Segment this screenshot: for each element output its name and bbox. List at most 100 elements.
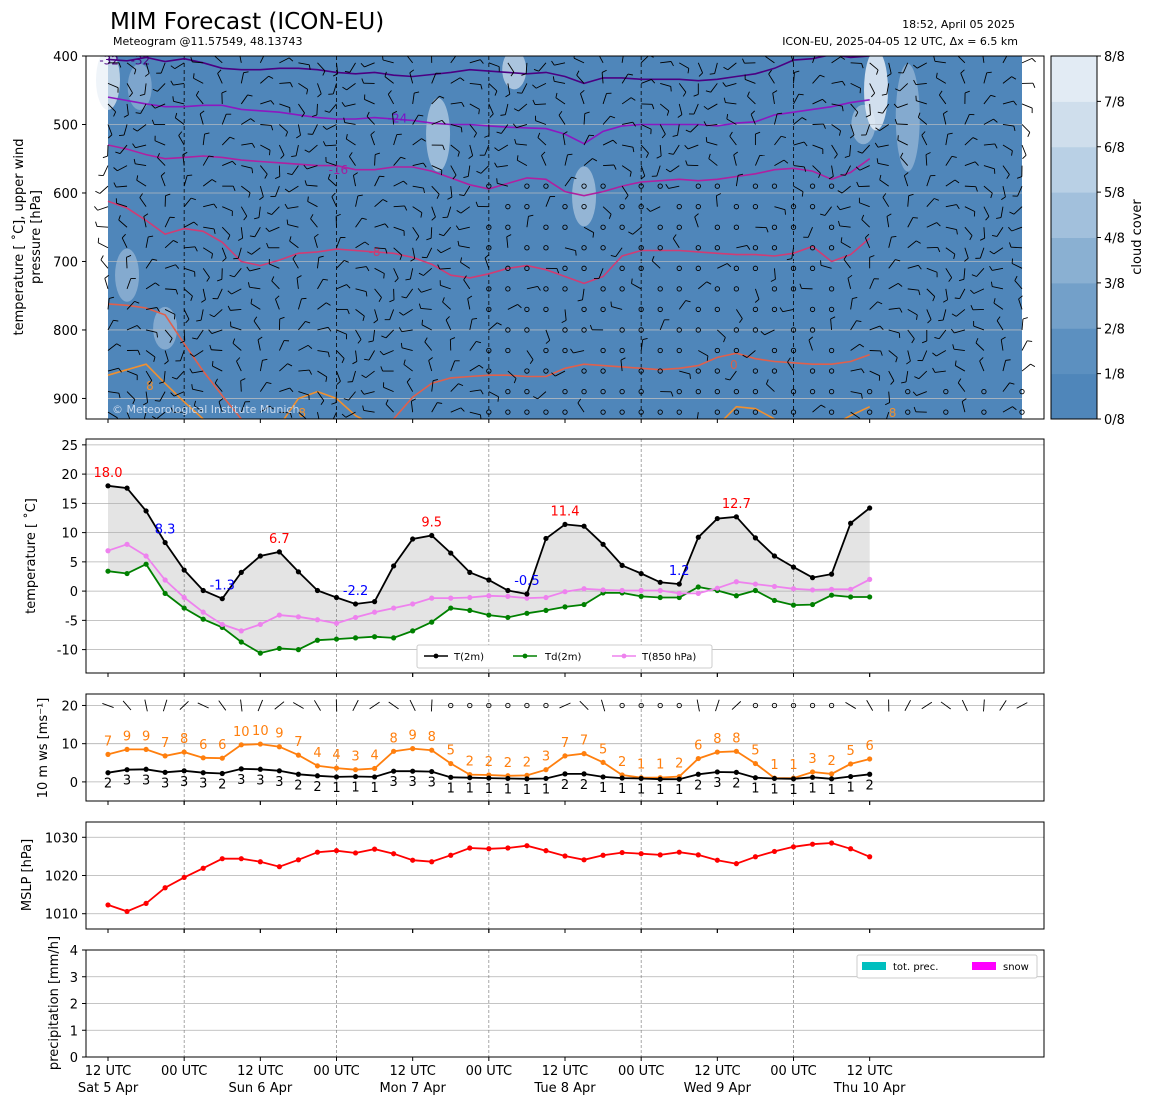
cloud-patch (895, 63, 920, 172)
calm-wind-marker (581, 183, 587, 189)
gust-value-label: 10 (233, 725, 250, 740)
td2m-point (467, 607, 473, 614)
wind-barb (450, 186, 453, 198)
calm-wind-marker (771, 286, 778, 292)
wind-barb (165, 288, 177, 291)
wind-barb (812, 144, 823, 150)
wind-barb (717, 263, 728, 269)
wind-barb-flag (262, 358, 268, 361)
wind-barb-flag (484, 254, 490, 259)
wind-barb (431, 402, 438, 413)
wind-barb-flag (424, 337, 428, 343)
wind-barb (1002, 124, 1014, 127)
t2m-point (105, 483, 111, 489)
wind-barb (622, 144, 634, 148)
wind-barb (679, 62, 690, 69)
t850-point (352, 614, 359, 621)
wind-barb-flag (307, 345, 313, 349)
t850-point (410, 601, 416, 607)
wind-barb-flag (936, 222, 941, 227)
wind-barb-flag (139, 93, 145, 96)
calm-wind-marker (828, 306, 835, 313)
wind-barb-flag (859, 343, 865, 348)
wind-barb-flag (879, 325, 884, 331)
wind-barb (755, 155, 761, 166)
calm-wind-marker (524, 306, 530, 313)
calm-wind-marker (505, 702, 511, 709)
wind-barb-flag (317, 93, 322, 98)
t2m-point (124, 485, 130, 491)
wind-barb-flag (335, 213, 341, 217)
wind-barb (869, 278, 875, 290)
wind-barb-flag (275, 295, 280, 300)
wind-barb-flag (457, 151, 460, 157)
mslp-point (238, 856, 244, 862)
wind-barb-flag (143, 402, 148, 406)
wind-barb (888, 391, 891, 403)
wind-barb (145, 370, 153, 381)
wind-barb (145, 62, 150, 74)
wind-barb-flag (476, 170, 482, 174)
colorbar-segment (1051, 56, 1097, 102)
t2m-point (314, 587, 321, 594)
wind-barb (183, 288, 193, 297)
calm-wind-marker (943, 409, 949, 415)
wind-barb (196, 329, 204, 340)
wind-barb-flag (528, 214, 534, 217)
wind-barb-flag (270, 100, 275, 105)
wind-barb-flag (240, 378, 246, 382)
wind-barb (744, 79, 756, 84)
wind-barb-flag (473, 132, 477, 138)
wind-barb-flag (913, 79, 917, 85)
extremum-label: 9.5 (421, 516, 442, 531)
wind-barb (193, 350, 204, 357)
gust-value-label: 6 (218, 738, 226, 753)
wind-barb-flag (943, 299, 948, 303)
ytick-label: -10 (57, 644, 78, 659)
calm-wind-marker (638, 183, 644, 189)
wind-barb (659, 319, 665, 331)
wind-barb-flag (403, 359, 406, 365)
wind-barb-flag (856, 181, 860, 187)
wind-barb (450, 56, 457, 64)
ytick-label: 0 (70, 776, 78, 791)
windspeed-point (581, 771, 587, 777)
wind-barb-flag (703, 105, 709, 110)
isotherm-line (107, 363, 871, 419)
wind-barb (107, 320, 114, 331)
wind-barb (317, 62, 326, 72)
calm-wind-marker (809, 306, 816, 313)
calm-wind-marker (562, 347, 568, 354)
calm-wind-marker (581, 245, 587, 251)
extremum-label: -2.2 (343, 584, 368, 599)
td2m-point (790, 602, 797, 608)
wind-barb (812, 165, 821, 174)
wind-barb (279, 82, 291, 84)
wind-barb-flag (357, 339, 362, 344)
wind-barb (621, 165, 632, 173)
calm-wind-marker (809, 183, 816, 189)
wind-barb (847, 278, 852, 289)
wind-barb (200, 309, 204, 321)
wind-barb (450, 77, 461, 84)
wind-barb (864, 237, 871, 248)
wind-barb-flag (838, 220, 841, 226)
t2m-point (867, 505, 873, 511)
wind-barb (126, 278, 132, 290)
wind-barb (428, 360, 433, 372)
wind-barb (983, 143, 995, 146)
wind-barb-flag (820, 404, 826, 408)
wind-barb-flag (304, 180, 307, 186)
wind-barb (488, 83, 498, 92)
wind-barb (534, 103, 546, 105)
t2m-point (371, 599, 378, 605)
wind-barb-flag (950, 328, 955, 334)
wind-barb (292, 258, 299, 269)
wind-barb (957, 382, 966, 392)
wind-barb (942, 309, 947, 321)
wind-barb (409, 268, 414, 280)
wind-barb (888, 370, 895, 381)
gust-value-label: 2 (485, 755, 493, 770)
gust-point (848, 761, 854, 767)
wind-barb (211, 349, 223, 351)
